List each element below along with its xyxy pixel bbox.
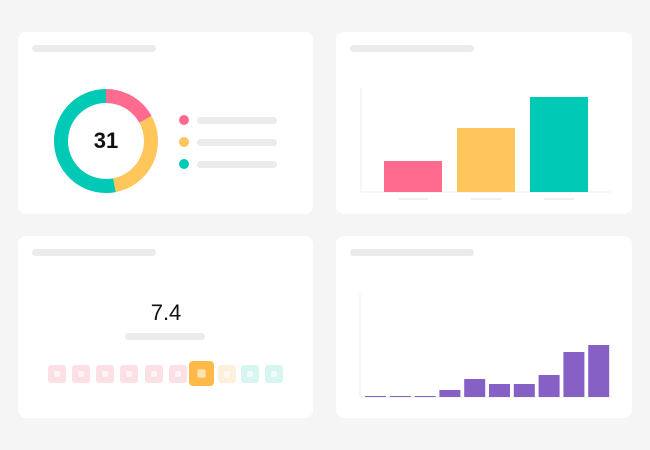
title-placeholder	[350, 45, 474, 52]
donut-card	[18, 32, 313, 214]
donut-segment	[54, 89, 116, 193]
bar	[365, 396, 386, 397]
x-label-placeholder	[471, 198, 501, 200]
rating-box-icon	[175, 371, 181, 377]
title-placeholder	[32, 249, 156, 256]
bar	[588, 345, 610, 397]
title-placeholder	[350, 249, 474, 256]
x-label-placeholder	[544, 198, 574, 200]
bar	[513, 384, 535, 397]
legend-dot	[179, 115, 189, 125]
bar	[414, 396, 436, 397]
bar	[563, 352, 585, 397]
bar	[439, 390, 461, 397]
donut-center-label: 31	[94, 128, 118, 153]
bar	[530, 97, 588, 192]
rating-box-icon	[247, 371, 253, 377]
rating-box-icon	[197, 369, 206, 378]
rating-score: 7.4	[151, 300, 182, 325]
legend-dot	[179, 159, 189, 169]
x-label-placeholder	[398, 198, 428, 200]
rating-box-icon	[271, 371, 277, 377]
donut-segment	[105, 89, 152, 124]
rating-box-icon	[54, 371, 60, 377]
bar	[538, 375, 560, 397]
bar	[489, 384, 510, 397]
donut-segment	[112, 115, 158, 193]
bar	[384, 161, 442, 192]
legend-dot	[179, 137, 189, 147]
rating-box-icon	[126, 371, 132, 377]
legend-placeholder	[197, 161, 277, 168]
legend-placeholder	[197, 117, 277, 124]
histogram-card	[336, 236, 632, 418]
bar	[389, 396, 411, 397]
rating-box-icon	[151, 371, 157, 377]
bar	[457, 128, 515, 192]
rating-box-icon	[224, 371, 230, 377]
rating-box-icon	[102, 371, 108, 377]
legend-placeholder	[197, 139, 277, 146]
title-placeholder	[32, 45, 156, 52]
rating-card	[18, 236, 313, 418]
subtitle-placeholder	[125, 333, 205, 340]
rating-box-icon	[78, 371, 84, 377]
bar	[464, 379, 486, 397]
